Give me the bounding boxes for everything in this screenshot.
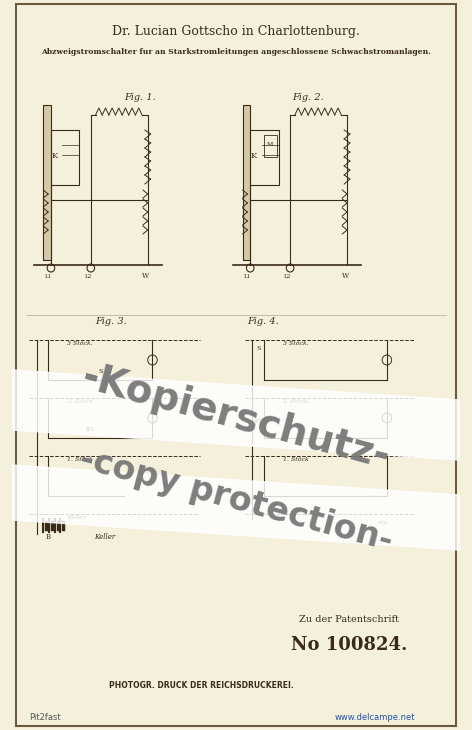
Text: 2. Stöck.: 2. Stöck. [283, 399, 310, 404]
Text: S: S [98, 369, 102, 374]
Text: 2. Stöck: 2. Stöck [67, 399, 93, 404]
Text: Keller: Keller [94, 533, 116, 541]
Text: -Kopierschutz-: -Kopierschutz- [78, 358, 394, 477]
Text: 1. Stöck: 1. Stöck [283, 457, 308, 462]
Text: res.: res. [378, 520, 389, 525]
Text: www.delcampe.net: www.delcampe.net [335, 713, 415, 723]
Text: Dr. Lucian Gottscho in Charlottenburg.: Dr. Lucian Gottscho in Charlottenburg. [112, 26, 360, 39]
Bar [43, 105, 51, 260]
Text: L1: L1 [44, 274, 52, 279]
Text: 1. Stöck: 1. Stöck [67, 457, 93, 462]
Text: PHOTOGR. DRUCK DER REICHSDRUCKEREI.: PHOTOGR. DRUCK DER REICHSDRUCKEREI. [110, 680, 294, 690]
Text: Fig. 4.: Fig. 4. [247, 318, 279, 326]
Text: W: W [142, 272, 150, 280]
Text: Fig. 1.: Fig. 1. [124, 93, 156, 101]
Bar [243, 105, 250, 260]
Bar [51, 130, 79, 185]
Bar [250, 130, 278, 185]
Polygon shape [12, 465, 460, 550]
Text: K: K [251, 152, 257, 160]
Text: B: B [46, 533, 51, 541]
Text: W: W [342, 272, 349, 280]
Text: L2: L2 [84, 274, 92, 279]
Text: Fig. 2.: Fig. 2. [292, 93, 324, 101]
Polygon shape [12, 370, 460, 460]
Text: L1: L1 [244, 274, 251, 279]
Text: Keller: Keller [67, 515, 86, 520]
Text: S: S [257, 346, 261, 351]
Text: -copy protection-: -copy protection- [76, 442, 396, 558]
Text: Fig. 3.: Fig. 3. [95, 318, 127, 326]
Text: K: K [51, 152, 58, 160]
Text: 3 Stöck.: 3 Stöck. [67, 341, 93, 346]
Text: 3 Stöck.: 3 Stöck. [283, 341, 308, 346]
Text: L2: L2 [284, 274, 291, 279]
Bar [264, 135, 277, 157]
Text: Zu der Patentschrift: Zu der Patentschrift [299, 615, 399, 624]
Text: No 100824.: No 100824. [291, 636, 407, 654]
Text: IIS: IIS [254, 419, 263, 424]
Text: M: M [267, 142, 273, 147]
Text: Pit2fast: Pit2fast [29, 713, 61, 723]
Text: Abzweigstromschalter fur an Starkstromleitungen angeschlossene Schwachstromanlag: Abzweigstromschalter fur an Starkstromle… [41, 48, 431, 56]
Text: IIS: IIS [86, 427, 95, 432]
